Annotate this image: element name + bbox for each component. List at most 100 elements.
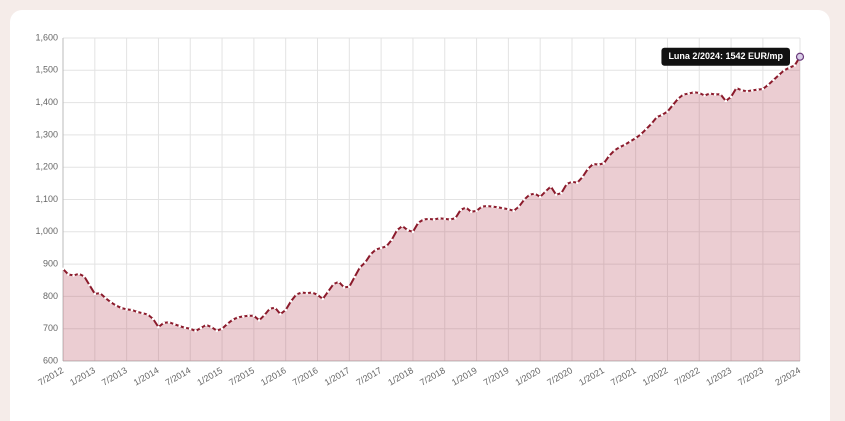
point xyxy=(348,285,351,289)
point xyxy=(125,308,128,311)
point xyxy=(194,329,197,333)
point xyxy=(210,325,213,329)
y-tick-label: 1,600 xyxy=(35,32,58,42)
point xyxy=(178,324,181,328)
point xyxy=(390,238,394,242)
point xyxy=(173,322,176,326)
y-tick-label: 1,500 xyxy=(35,65,58,75)
point xyxy=(544,190,547,193)
point xyxy=(252,314,256,318)
point xyxy=(279,312,282,316)
point xyxy=(406,228,409,232)
point xyxy=(756,88,759,91)
point xyxy=(618,145,622,149)
y-tick-label: 600 xyxy=(43,355,58,365)
point xyxy=(88,283,91,287)
point xyxy=(321,297,325,301)
point xyxy=(135,310,139,314)
point xyxy=(273,306,277,310)
point xyxy=(236,316,240,319)
point xyxy=(708,92,712,95)
point xyxy=(215,329,219,332)
point xyxy=(93,292,97,296)
point xyxy=(263,313,266,317)
point xyxy=(761,87,765,91)
point xyxy=(644,127,648,131)
point xyxy=(167,320,171,324)
point xyxy=(501,206,505,210)
point xyxy=(697,91,701,95)
point xyxy=(650,122,653,125)
point xyxy=(475,209,478,213)
point xyxy=(363,261,367,264)
point xyxy=(358,266,362,269)
point xyxy=(597,163,600,166)
point xyxy=(220,327,224,331)
point xyxy=(724,99,728,103)
point xyxy=(602,162,606,165)
tooltip: Luna 2/2024: 1542 EUR/mp xyxy=(661,47,790,66)
tooltip-text: Luna 2/2024: 1542 EUR/mp xyxy=(668,51,783,61)
point xyxy=(480,205,484,208)
point xyxy=(549,185,553,188)
point xyxy=(682,93,685,96)
point xyxy=(67,273,70,276)
point xyxy=(795,52,805,61)
point xyxy=(369,253,372,256)
point xyxy=(310,291,314,294)
y-tick-label: 1,200 xyxy=(35,162,58,172)
point xyxy=(432,218,436,221)
y-tick-label: 1,300 xyxy=(35,129,58,139)
point xyxy=(438,216,441,220)
point xyxy=(522,198,526,201)
point xyxy=(703,94,706,97)
point xyxy=(538,195,542,199)
point xyxy=(151,317,155,321)
point xyxy=(528,193,531,196)
point xyxy=(459,208,462,212)
point xyxy=(713,93,717,96)
area xyxy=(63,56,800,361)
point xyxy=(719,92,722,96)
point xyxy=(141,311,144,315)
point xyxy=(560,191,563,195)
point xyxy=(326,290,330,293)
point xyxy=(427,217,431,221)
point xyxy=(607,154,611,158)
point xyxy=(507,207,510,211)
point xyxy=(300,291,303,294)
point xyxy=(740,89,743,92)
point xyxy=(464,206,468,209)
point xyxy=(204,323,208,327)
point xyxy=(353,275,356,279)
point xyxy=(332,282,335,286)
point xyxy=(188,327,192,331)
point xyxy=(570,180,574,184)
point xyxy=(576,181,579,185)
point xyxy=(284,308,287,312)
point xyxy=(305,291,309,295)
point xyxy=(337,280,341,284)
point xyxy=(491,205,494,208)
y-tick-label: 900 xyxy=(43,258,58,268)
point xyxy=(788,66,791,70)
point xyxy=(162,321,166,325)
point xyxy=(469,210,473,214)
point xyxy=(268,307,272,310)
point xyxy=(294,293,298,296)
point xyxy=(565,182,569,186)
point xyxy=(448,218,452,221)
point xyxy=(777,73,781,77)
point xyxy=(772,78,775,82)
point xyxy=(629,140,632,143)
point xyxy=(517,205,521,208)
point xyxy=(157,325,160,329)
point xyxy=(533,192,537,195)
point xyxy=(443,217,447,221)
point xyxy=(496,205,500,209)
point xyxy=(104,296,107,300)
point xyxy=(692,90,696,94)
point xyxy=(660,113,664,117)
